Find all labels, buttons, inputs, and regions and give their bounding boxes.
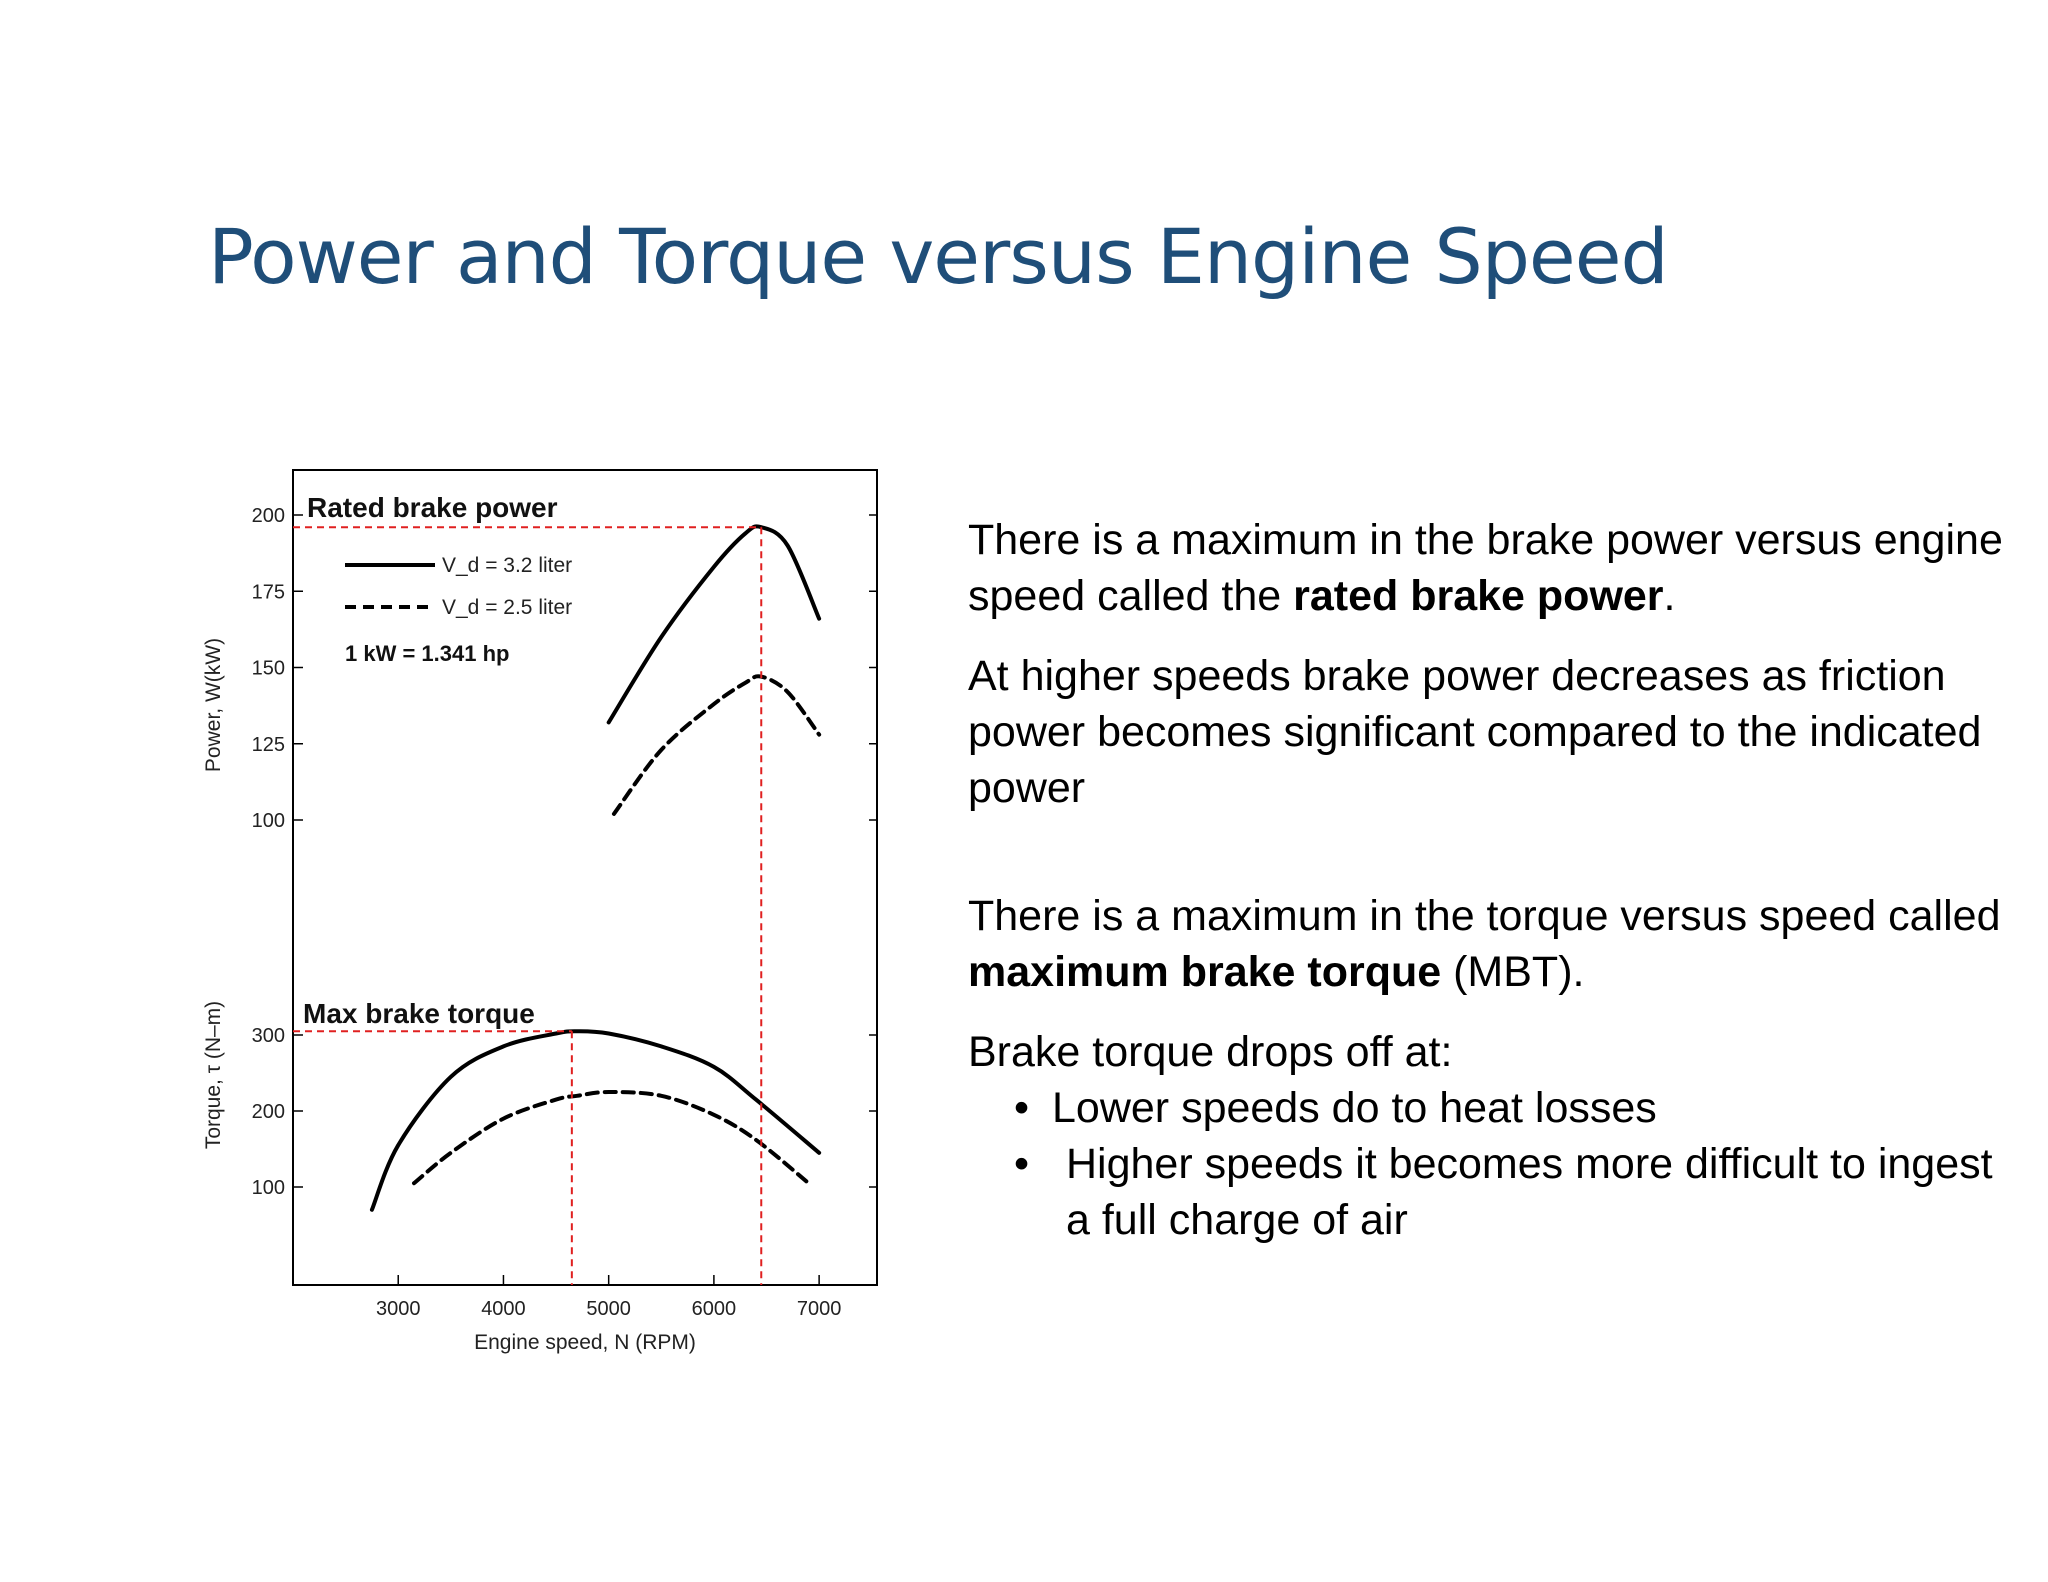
- power-curve-3.2-liter: [606, 524, 822, 725]
- torque-dropoff-paragraph: Brake torque drops off at:: [968, 1028, 1453, 1076]
- x-axis-label: Engine speed, N (RPM): [474, 1331, 696, 1354]
- list-item: Lower speeds do to heat losses: [1014, 1080, 2018, 1136]
- torque-y-tick-label: 200: [252, 1101, 285, 1123]
- legend-dashed-label: V_d = 2.5 liter: [442, 596, 572, 619]
- rated-power-label: Rated brake power: [307, 492, 558, 523]
- max-torque-term: maximum brake torque: [968, 948, 1442, 996]
- plot-frame: [292, 469, 878, 1286]
- power-curve-2.5-liter: [611, 674, 822, 816]
- torque-y-tick-label: 300: [252, 1025, 285, 1047]
- friction-paragraph: At higher speeds brake power decreases a…: [968, 652, 1982, 812]
- dropoff-reasons-list: Lower speeds do to heat losses Higher sp…: [968, 1080, 2018, 1248]
- rated-power-term: rated brake power: [1293, 572, 1664, 620]
- list-item: Higher speeds it becomes more difficult …: [1014, 1136, 2018, 1248]
- power-y-tick-label: 125: [252, 734, 285, 756]
- torque-curve-3.2-liter: [369, 1029, 822, 1212]
- explanation-text-panel: There is a maximum in the brake power ve…: [968, 512, 2018, 1248]
- power-torque-chart: 3000 4000 5000 6000 7000 Engine speed, N (RPM…: [190, 455, 910, 1355]
- power-y-tick-label: 175: [252, 581, 285, 603]
- x-tick-label: 6000: [692, 1298, 737, 1320]
- rated-power-paragraph: There is a maximum in the brake power ve…: [968, 516, 2003, 620]
- conversion-note: 1 kW = 1.341 hp: [345, 641, 509, 666]
- power-y-tick-label: 150: [252, 658, 285, 680]
- x-tick-label: 5000: [586, 1298, 631, 1320]
- x-tick-label: 4000: [481, 1298, 526, 1320]
- legend-solid-label: V_d = 3.2 liter: [442, 554, 572, 577]
- power-y-tick-label: 100: [252, 810, 285, 832]
- x-tick-label: 3000: [376, 1298, 421, 1320]
- x-tick-label: 7000: [797, 1298, 842, 1320]
- max-torque-label: Max brake torque: [303, 998, 535, 1029]
- max-torque-paragraph: There is a maximum in the torque versus …: [968, 892, 2001, 996]
- slide-title: Power and Torque versus Engine Speed: [208, 212, 1669, 301]
- power-axis-label: Power, W(kW): [202, 638, 225, 772]
- torque-axis-label: Torque, τ (N–m): [202, 1001, 225, 1149]
- torque-y-tick-label: 100: [252, 1177, 285, 1199]
- torque-curve-2.5-liter: [412, 1089, 811, 1186]
- power-y-tick-label: 200: [252, 505, 285, 527]
